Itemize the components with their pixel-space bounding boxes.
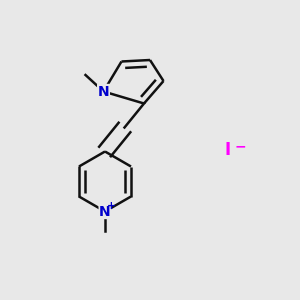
Text: +: + [107,201,116,211]
Text: I: I [225,141,231,159]
Text: N: N [99,205,111,218]
Text: −: − [234,140,246,153]
Text: N: N [98,85,109,98]
